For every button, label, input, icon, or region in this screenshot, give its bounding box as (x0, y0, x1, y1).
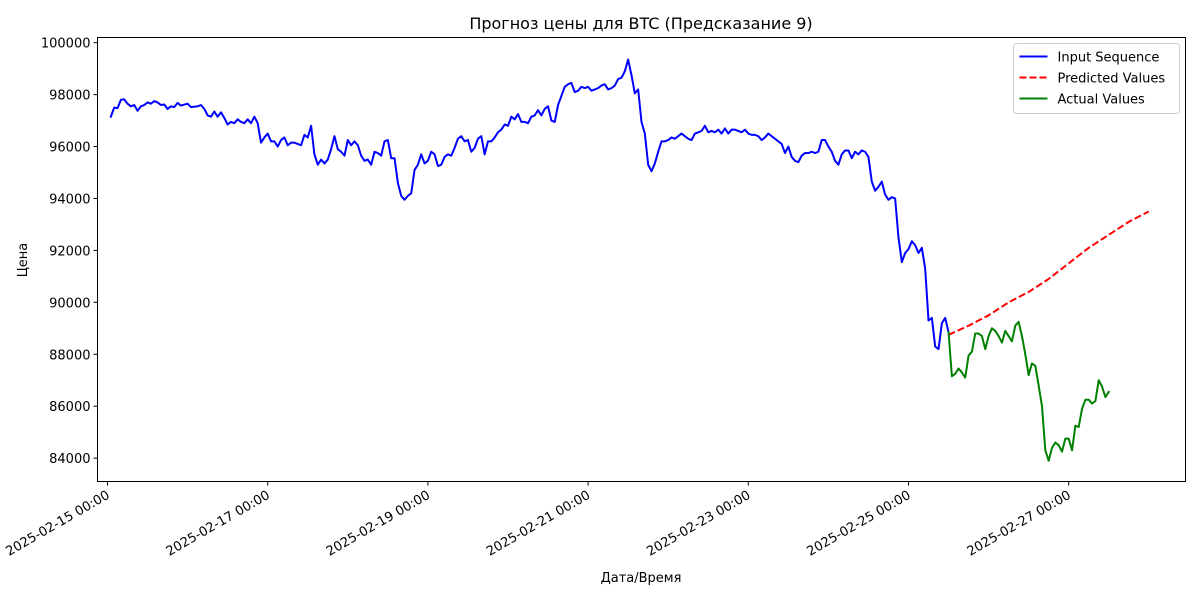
legend-label: Predicted Values (1058, 72, 1166, 87)
y-tick-label: 90000 (49, 296, 90, 311)
series-line-2 (948, 210, 1150, 336)
y-tick-label: 92000 (49, 244, 90, 259)
legend-label: Input Sequence (1058, 51, 1160, 66)
series-layer (109, 58, 1150, 462)
y-axis: 84000 86000 88000 90000 92000 94000 96000 98000… (41, 37, 98, 467)
y-tick-label: 84000 (49, 452, 90, 467)
y-tick-label: 100000 (41, 37, 91, 52)
plot-frame (97, 37, 1186, 482)
legend-box (1013, 43, 1180, 114)
y-axis-title: Цена (16, 243, 31, 278)
series-line-3 (947, 320, 1111, 462)
series-line-1 (109, 58, 950, 351)
y-tick-label: 94000 (49, 192, 90, 207)
y-tick-label: 86000 (49, 400, 90, 415)
chart-title: Прогноз цены для BTC (Предсказание 9) (469, 14, 812, 33)
y-tick-label: 98000 (49, 89, 90, 104)
x-axis-title: Дата/Время (601, 571, 682, 586)
y-tick-label: 88000 (49, 348, 90, 363)
legend: Input Sequence Predicted Values Actual Val… (1013, 43, 1180, 114)
legend-label: Actual Values (1058, 93, 1146, 108)
y-tick-label: 96000 (49, 141, 90, 156)
